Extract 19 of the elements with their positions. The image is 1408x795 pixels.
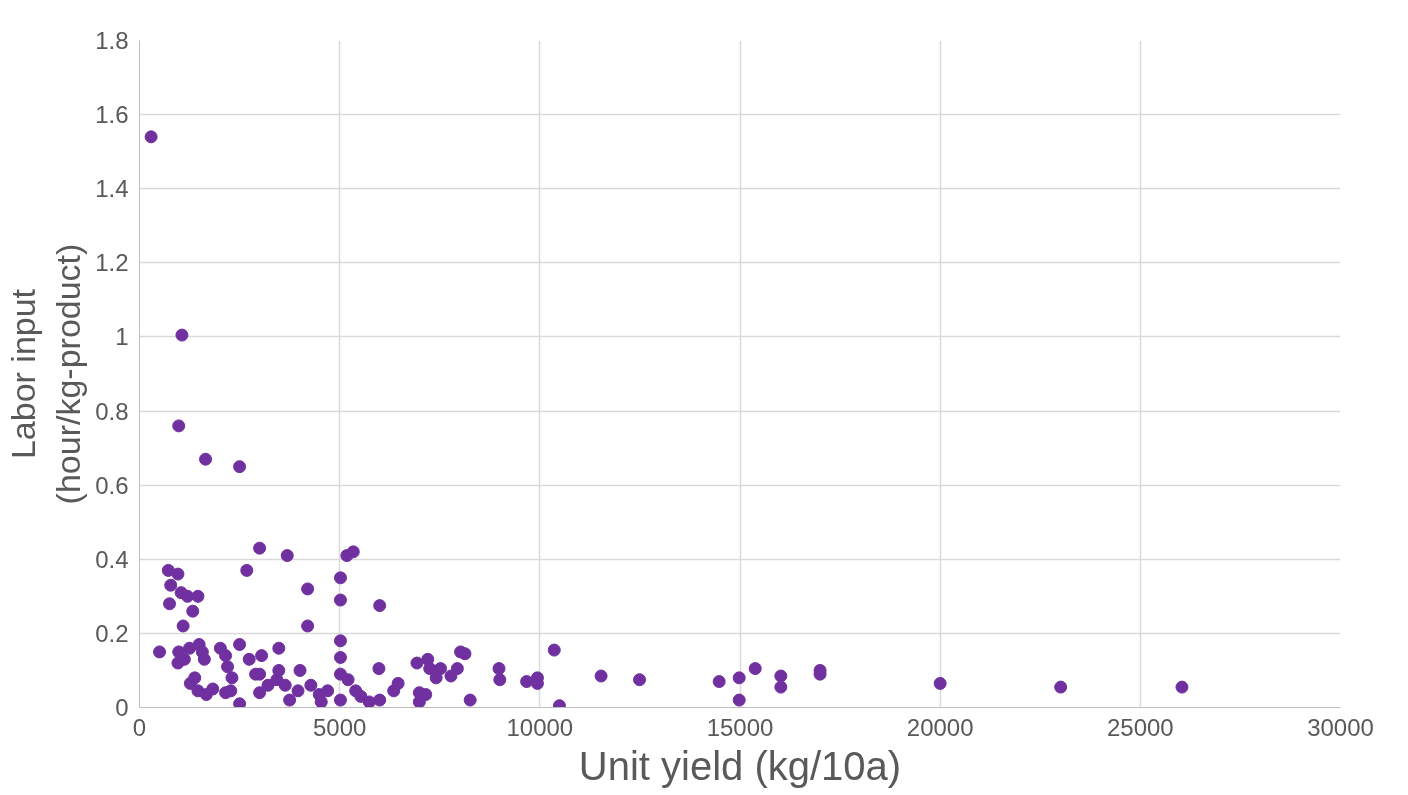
y-tick-label: 1.4 [95,175,129,203]
x-tick-label: 30000 [1307,713,1374,741]
x-axis-title: Unit yield (kg/10a) [578,743,902,788]
x-tick-label: 5000 [312,713,367,741]
y-tick-label: 0.8 [95,397,129,425]
y-axis-title: Labor input (hour/kg-product) [3,243,88,505]
y-tick-label: 1.2 [95,249,129,277]
x-tick-label: 25000 [1106,713,1174,741]
y-tick-label: 0.2 [95,619,129,647]
x-tick-label: 20000 [906,713,974,741]
y-tick-label: 0.6 [95,471,129,499]
x-tick-label: 10000 [506,713,574,741]
y-tick-label: 0.4 [95,545,129,573]
x-tick-label: 0 [132,713,147,741]
y-tick-label: 1.8 [95,27,129,54]
y-tick-label: 0 [115,694,129,721]
y-tick-label: 1.6 [95,101,129,129]
y-tick-label: 1 [115,323,129,351]
x-tick-label: 15000 [706,713,774,741]
